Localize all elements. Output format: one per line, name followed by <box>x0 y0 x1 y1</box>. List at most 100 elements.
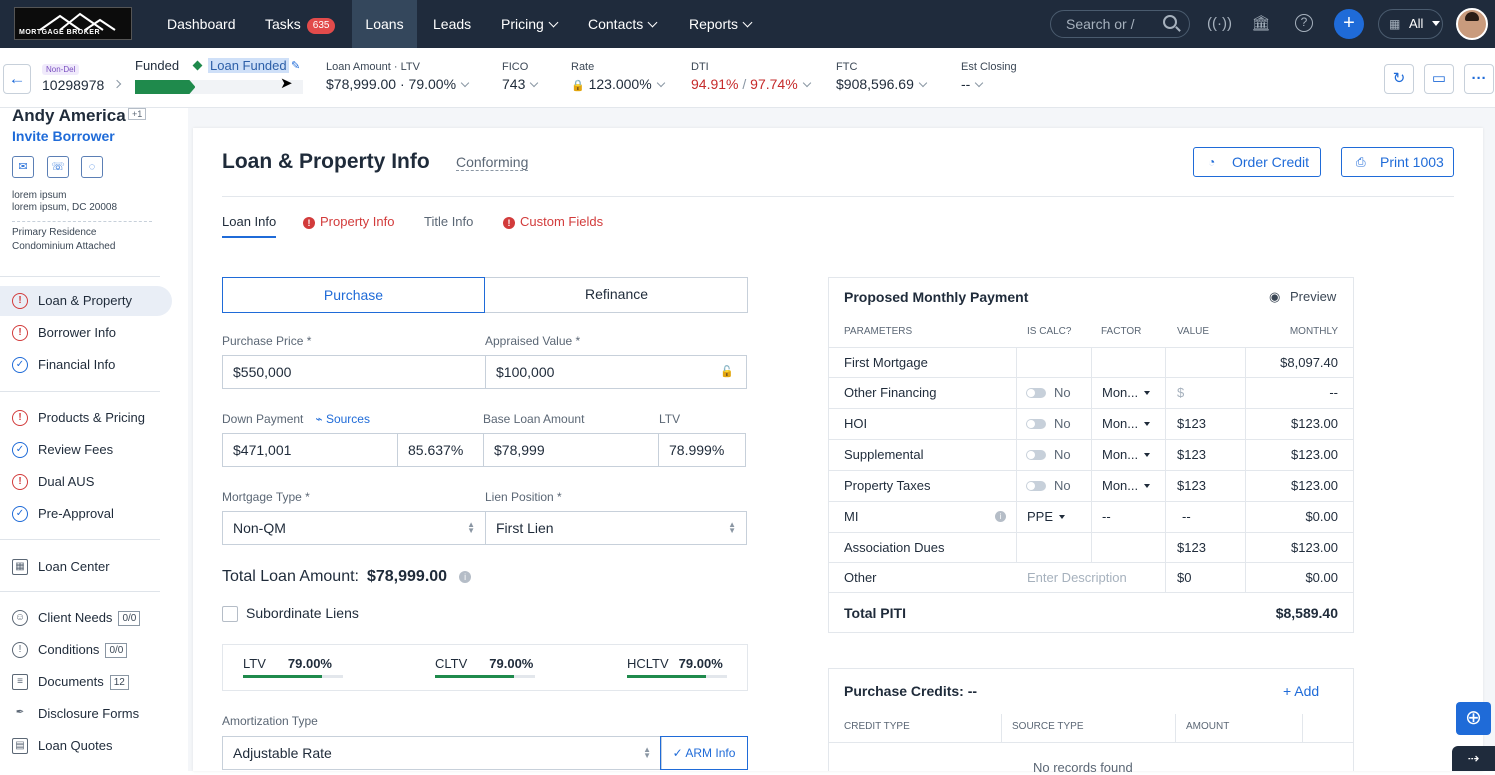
co-borrower-count[interactable]: +1 <box>128 108 147 120</box>
user-avatar[interactable] <box>1456 8 1488 40</box>
preview-button[interactable]: ◉ Preview <box>1269 289 1336 305</box>
appraised-value-input[interactable]: $100,000 🔓 <box>485 355 747 389</box>
mi-calc-select[interactable]: PPE <box>1027 502 1066 532</box>
borrower-name[interactable]: Andy America <box>12 106 126 125</box>
loan-amount-field[interactable]: Loan Amount · LTV $78,999.00 · 79.00% <box>326 61 470 92</box>
add-new-button[interactable]: + <box>1334 9 1364 39</box>
is-calc-toggle[interactable]: No <box>1026 471 1071 501</box>
monthly-value: $123.00 <box>1291 416 1338 431</box>
print-1003-button[interactable]: ⎙ Print 1003 <box>1341 147 1454 177</box>
company-logo[interactable]: MORTGAGE BROKER <box>14 7 132 40</box>
dti-field[interactable]: DTI 94.91% / 97.74% <box>691 61 811 92</box>
sidebar-item-loan-center[interactable]: ▦ Loan Center <box>0 552 172 582</box>
value-input[interactable]: $0 <box>1177 570 1192 585</box>
comment-icon[interactable]: ▭ <box>1424 64 1454 94</box>
down-payment-percent-input[interactable]: 85.637% <box>397 433 484 467</box>
workspace-select[interactable]: ▦ All <box>1378 9 1443 39</box>
loan-program-badge[interactable]: Conforming <box>456 154 529 171</box>
sidebar-item-documents[interactable]: ≡ Documents 12 <box>0 667 172 697</box>
down-payment-input[interactable]: $471,001 <box>222 433 398 467</box>
mortgage-type-select[interactable]: Non-QM ▲ ▼ <box>222 511 486 545</box>
is-calc-toggle[interactable]: No <box>1026 440 1071 470</box>
factor-select[interactable]: Mon... <box>1102 409 1151 439</box>
purchase-credits-title: Purchase Credits: -- <box>844 683 978 699</box>
email-icon[interactable]: ✉ <box>12 156 34 178</box>
is-calc-toggle[interactable]: No <box>1026 409 1071 439</box>
divider <box>1091 348 1092 378</box>
factor-select[interactable]: Mon... <box>1102 378 1151 408</box>
nav-pricing[interactable]: Pricing <box>501 0 559 48</box>
sidebar-item-conditions[interactable]: ! Conditions 0/0 <box>0 635 172 665</box>
value-input[interactable]: $123 <box>1177 447 1206 462</box>
edit-pencil-icon[interactable]: ✎ <box>291 60 301 72</box>
help-icon[interactable]: ? <box>1295 14 1313 32</box>
sidebar-item-borrower-info[interactable]: ! Borrower Info <box>0 318 172 348</box>
loan-stage[interactable]: Loan Funded <box>208 58 289 73</box>
refinance-option[interactable]: Refinance <box>584 286 649 302</box>
ltv-input[interactable]: 78.999% <box>658 433 746 467</box>
unlock-icon[interactable]: 🔓 <box>720 366 734 378</box>
nav-contacts[interactable]: Contacts <box>588 0 658 48</box>
value-input[interactable]: $123 <box>1177 478 1206 493</box>
rate-field[interactable]: Rate 🔒 123.000% <box>571 61 665 92</box>
bank-icon[interactable]: 🏛 <box>1251 15 1271 32</box>
nav-leads[interactable]: Leads <box>433 16 472 32</box>
search-input[interactable]: Search or / <box>1050 10 1190 38</box>
phone-icon[interactable]: ☏ <box>47 156 69 178</box>
purchase-price-input[interactable]: $550,000 <box>222 355 486 389</box>
fico-field[interactable]: FICO 743 <box>502 61 539 92</box>
tab-property-info[interactable]: ! Property Info <box>303 214 394 229</box>
chat-icon[interactable]: ◌ <box>81 156 103 178</box>
lien-position-select[interactable]: First Lien ▲ ▼ <box>485 511 747 545</box>
nav-loans[interactable]: Loans <box>352 0 417 48</box>
add-credit-button[interactable]: + Add <box>1283 683 1320 699</box>
sidebar-item-pre-approval[interactable]: ✓ Pre-Approval <box>0 499 172 529</box>
sidebar-item-loan-quotes[interactable]: ▤ Loan Quotes <box>0 731 172 761</box>
sidebar-item-products-pricing[interactable]: ! Products & Pricing <box>0 403 172 433</box>
description-input[interactable]: Enter Description <box>1027 570 1127 585</box>
est-closing-field[interactable]: Est Closing -- <box>961 61 1017 92</box>
divider <box>829 742 1353 743</box>
back-arrow-icon[interactable]: ← <box>3 64 31 94</box>
nav-tasks[interactable]: Tasks 635 <box>265 0 336 48</box>
sidebar-item-dual-aus[interactable]: ! Dual AUS <box>0 467 172 497</box>
factor-select[interactable]: Mon... <box>1102 440 1151 470</box>
invite-borrower-link[interactable]: Invite Borrower <box>12 128 115 144</box>
base-loan-amount-input[interactable]: $78,999 <box>483 433 660 467</box>
sidebar-item-loan-property[interactable]: ! Loan & Property <box>0 286 172 316</box>
is-calc-toggle[interactable]: No <box>1026 378 1071 408</box>
loan-status[interactable]: Funded <box>135 58 180 73</box>
column-header: VALUE <box>1177 326 1210 337</box>
more-options-icon[interactable]: ··· <box>1464 64 1494 94</box>
factor-select[interactable]: Mon... <box>1102 471 1151 501</box>
param-label: Supplemental <box>844 447 924 462</box>
search-icon[interactable] <box>1163 15 1177 29</box>
nav-reports[interactable]: Reports <box>689 0 753 48</box>
payment-row: HOI No Mon... $123 $123.00 <box>829 408 1353 439</box>
purchase-option[interactable]: Purchase <box>222 277 485 313</box>
total-loan-label: Total Loan Amount: <box>222 568 359 585</box>
refresh-icon[interactable]: ↻ <box>1384 64 1414 94</box>
subordinate-liens-checkbox[interactable] <box>222 606 238 622</box>
nav-dashboard[interactable]: Dashboard <box>167 16 236 32</box>
sidebar-item-client-needs[interactable]: ☺ Client Needs 0/0 <box>0 603 172 633</box>
tab-custom-fields[interactable]: ! Custom Fields <box>503 214 603 229</box>
expand-panel-icon[interactable]: ⇢ <box>1452 746 1495 771</box>
info-icon[interactable]: i <box>995 511 1006 522</box>
sources-link[interactable]: ⌁ Sources <box>315 412 370 426</box>
broadcast-icon[interactable]: ((·)) <box>1207 15 1232 32</box>
arm-info-button[interactable]: ✓ ARM Info <box>660 736 748 770</box>
sidebar-item-disclosure-forms[interactable]: ✒ Disclosure Forms <box>0 699 172 729</box>
order-credit-button[interactable]: ◔ Order Credit <box>1193 147 1321 177</box>
tab-loan-info[interactable]: Loan Info <box>222 214 277 238</box>
quick-add-button[interactable]: ⊕ <box>1456 702 1491 735</box>
amortization-type-select[interactable]: Adjustable Rate ▲ ▼ <box>222 736 662 770</box>
chevron-down-icon <box>918 78 928 88</box>
ftc-field[interactable]: FTC $908,596.69 <box>836 61 928 92</box>
value-input[interactable]: $123 <box>1177 416 1206 431</box>
info-icon[interactable]: i <box>459 571 472 583</box>
sidebar-item-financial-info[interactable]: ✓ Financial Info <box>0 350 172 380</box>
tab-title-info[interactable]: Title Info <box>424 214 474 229</box>
sidebar-item-review-fees[interactable]: ✓ Review Fees <box>0 435 172 465</box>
value-input[interactable]: $ <box>1177 385 1185 400</box>
